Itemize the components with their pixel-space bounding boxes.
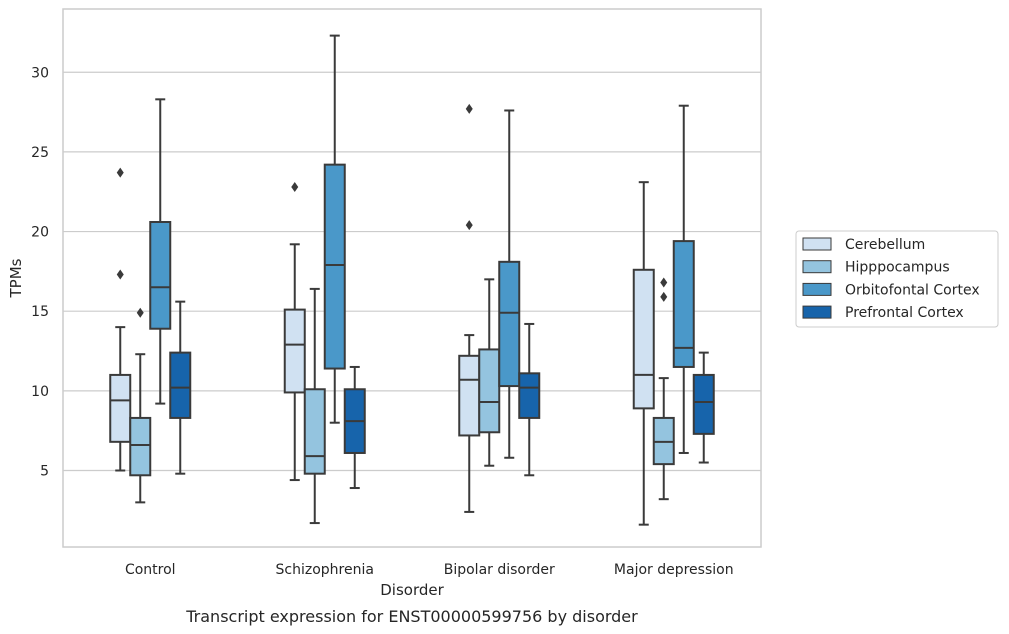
y-tick-label: 25 xyxy=(31,145,49,161)
x-axis: Control Schizophrenia Bipolar disorder Majo… xyxy=(125,562,734,578)
box xyxy=(518,372,541,419)
x-tick-label: Control xyxy=(125,562,176,578)
plot-area xyxy=(109,34,715,526)
box xyxy=(498,260,521,388)
box xyxy=(303,388,326,475)
y-tick-label: 10 xyxy=(31,384,49,400)
outlier-point xyxy=(116,269,124,280)
box xyxy=(692,373,715,435)
legend-label: Orbitofontal Cortex xyxy=(845,282,980,298)
y-tick-label: 15 xyxy=(31,304,49,320)
legend-frame xyxy=(795,230,999,328)
outlier-point xyxy=(660,291,668,302)
y-axis-label: TPMs xyxy=(7,258,25,298)
x-tick-label: Schizophrenia xyxy=(276,562,374,578)
outlier-point xyxy=(116,167,124,178)
outlier-point xyxy=(660,277,668,288)
legend: Cerebellum Hipppocampus Orbitofontal Corte… xyxy=(795,230,999,328)
legend-swatch xyxy=(802,282,832,296)
y-tick-label: 20 xyxy=(31,225,49,241)
legend-swatch xyxy=(802,237,832,251)
box xyxy=(323,163,346,370)
legend-swatch xyxy=(802,260,832,274)
legend-label: Hipppocampus xyxy=(845,260,950,276)
box xyxy=(129,416,152,477)
outlier-point xyxy=(136,307,144,318)
y-tick-label: 5 xyxy=(40,464,49,480)
box xyxy=(672,240,695,368)
x-tick-label: Bipolar disorder xyxy=(444,562,555,578)
y-tick-label: 30 xyxy=(31,65,49,81)
box xyxy=(283,308,306,394)
legend-label: Cerebellum xyxy=(845,237,925,253)
x-axis-label: Disorder xyxy=(380,581,444,599)
outlier-point xyxy=(465,220,473,231)
box xyxy=(149,220,172,330)
outlier-point xyxy=(465,103,473,114)
box xyxy=(109,373,132,443)
chart-caption: Transcript expression for ENST0000059975… xyxy=(185,607,638,626)
plot-frame xyxy=(62,8,762,548)
box xyxy=(478,348,501,434)
box xyxy=(458,354,481,437)
x-tick-label: Major depression xyxy=(614,562,734,578)
outlier-point xyxy=(291,181,299,192)
box xyxy=(632,268,655,410)
box xyxy=(169,351,192,419)
legend-swatch xyxy=(802,305,832,319)
y-axis: 5 10 15 20 25 30 xyxy=(31,65,49,479)
legend-label: Prefrontal Cortex xyxy=(845,305,964,321)
